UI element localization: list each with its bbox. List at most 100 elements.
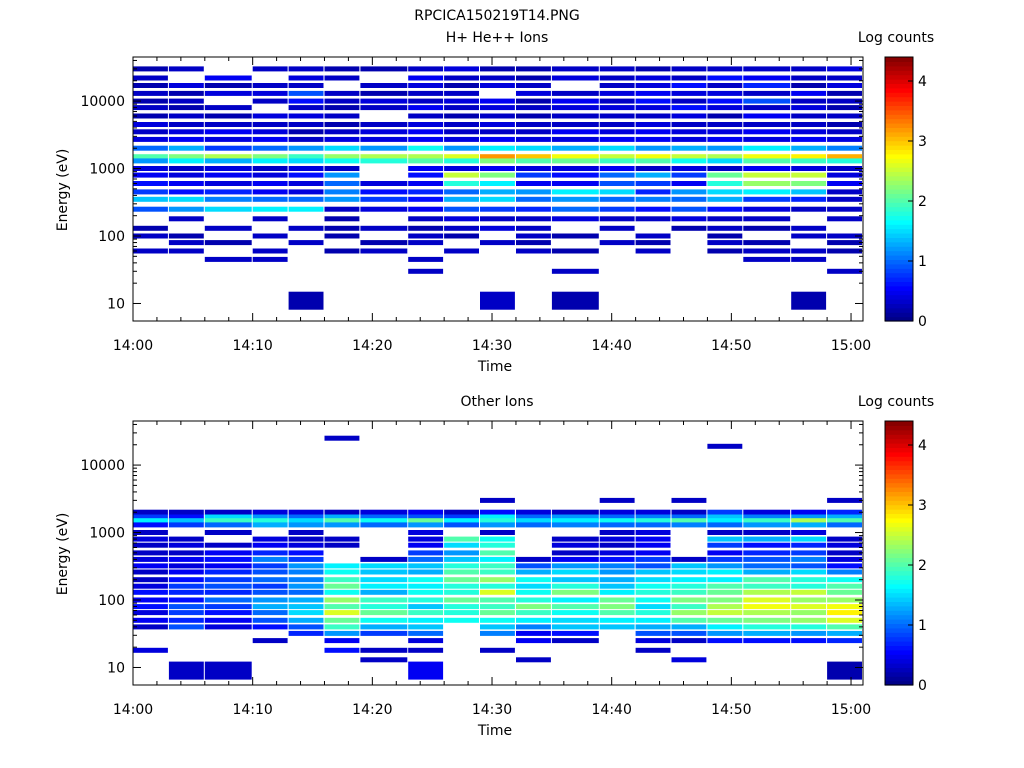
heatmap-cell — [599, 145, 635, 151]
colorbar-segment — [885, 228, 913, 234]
colorbar-segment — [885, 202, 913, 208]
colorbar-segment — [885, 299, 913, 304]
heatmap-cell — [168, 166, 204, 171]
heatmap-cell — [707, 610, 743, 616]
colorbar-segment — [885, 500, 913, 506]
heatmap-cell — [671, 166, 707, 171]
y-axis-label: Energy (eV) — [55, 513, 71, 596]
heatmap-cell — [133, 206, 168, 212]
heatmap-cell — [743, 181, 791, 186]
colorbar-tick-label: 3 — [918, 498, 927, 514]
colorbar-segment — [885, 429, 913, 435]
heatmap-cell — [791, 136, 827, 142]
heatmap-cell — [168, 136, 204, 142]
heatmap-cell — [827, 145, 862, 151]
heatmap-cell — [599, 154, 635, 160]
heatmap-cell — [204, 189, 252, 195]
heatmap-cell — [168, 583, 204, 589]
heatmap-cell — [288, 189, 324, 195]
heatmap-cell — [791, 509, 827, 515]
heatmap-cell — [516, 166, 551, 171]
heatmap-cell — [707, 536, 743, 542]
heatmap-cell — [252, 563, 288, 569]
heatmap-cell — [671, 630, 707, 636]
heatmap-cell — [133, 98, 168, 104]
heatmap-cell — [252, 610, 288, 616]
heatmap-cell — [516, 66, 551, 72]
heatmap-cell — [743, 569, 791, 575]
heatmap-cell — [743, 196, 791, 202]
heatmap-cell — [133, 617, 168, 623]
colorbar-segment — [885, 70, 913, 76]
x-tick-label: 14:10 — [232, 702, 272, 718]
heatmap-cell — [827, 129, 862, 135]
colorbar-segment — [885, 101, 913, 106]
heatmap-cell — [635, 610, 671, 616]
heatmap-cell — [516, 233, 551, 239]
heatmap-cell — [827, 556, 862, 562]
heatmap-cell — [168, 66, 204, 72]
colorbar-segment — [885, 491, 913, 497]
heatmap-cell — [168, 563, 204, 569]
colorbar-segment — [885, 312, 913, 318]
heatmap-cell — [551, 166, 599, 171]
colorbar-segment — [885, 65, 913, 71]
heatmap-cell — [791, 105, 827, 111]
colorbar-segment — [885, 162, 913, 168]
heatmap-cell — [288, 166, 324, 171]
heatmap-cell — [707, 569, 743, 575]
heatmap-cell — [360, 583, 408, 589]
heatmap-cell — [360, 129, 408, 135]
heatmap-cell — [324, 154, 360, 160]
heatmap-cell — [204, 563, 252, 569]
heatmap-cell — [360, 514, 408, 520]
heatmap-cell — [599, 166, 635, 171]
heatmap-cell — [791, 624, 827, 630]
heatmap-cell — [204, 550, 252, 556]
heatmap-cell — [133, 113, 168, 119]
colorbar-segment — [885, 175, 913, 181]
heatmap-cell — [551, 630, 599, 636]
colorbar-segment — [885, 447, 913, 453]
heatmap-cell — [133, 105, 168, 111]
heatmap-cell — [707, 240, 743, 246]
heatmap-cell — [133, 542, 168, 548]
heatmap-cell — [408, 98, 444, 104]
heatmap-cell — [791, 542, 827, 548]
colorbar-segment — [885, 654, 913, 660]
heatmap-cell — [516, 83, 551, 88]
heatmap-cell — [671, 583, 707, 589]
heatmap-cell — [599, 497, 635, 503]
heatmap-cell — [743, 563, 791, 569]
heatmap-cell — [288, 550, 324, 556]
heatmap-cell — [827, 522, 862, 528]
heatmap-cell — [551, 514, 599, 520]
heatmap-cell — [324, 248, 360, 254]
heatmap-cell — [635, 196, 671, 202]
heatmap-cell — [133, 181, 168, 186]
heatmap-cell — [827, 597, 862, 603]
heatmap-cell — [360, 647, 408, 653]
x-axis-label: Time — [477, 723, 512, 739]
heatmap-cell — [551, 291, 599, 310]
heatmap-cell — [635, 647, 671, 653]
heatmap-cell — [743, 518, 791, 524]
colorbar-segment — [885, 451, 913, 457]
heatmap-cell — [516, 518, 551, 524]
colorbar-segment — [885, 215, 913, 221]
heatmap-cell — [707, 225, 743, 231]
heatmap-cell — [671, 657, 707, 663]
colorbar-segment — [885, 632, 913, 638]
heatmap-cell — [516, 105, 551, 111]
heatmap-cell — [480, 189, 515, 195]
heatmap-cell — [444, 583, 479, 589]
colorbar-frame — [884, 56, 914, 322]
heatmap-cell — [133, 136, 168, 142]
heatmap-cell — [551, 522, 599, 528]
heatmap-cell — [827, 113, 862, 119]
heatmap-cell — [635, 577, 671, 583]
heatmap-cell — [707, 172, 743, 178]
heatmap-cell — [551, 268, 599, 274]
heatmap-cell — [743, 216, 791, 222]
heatmap-cell — [671, 172, 707, 178]
